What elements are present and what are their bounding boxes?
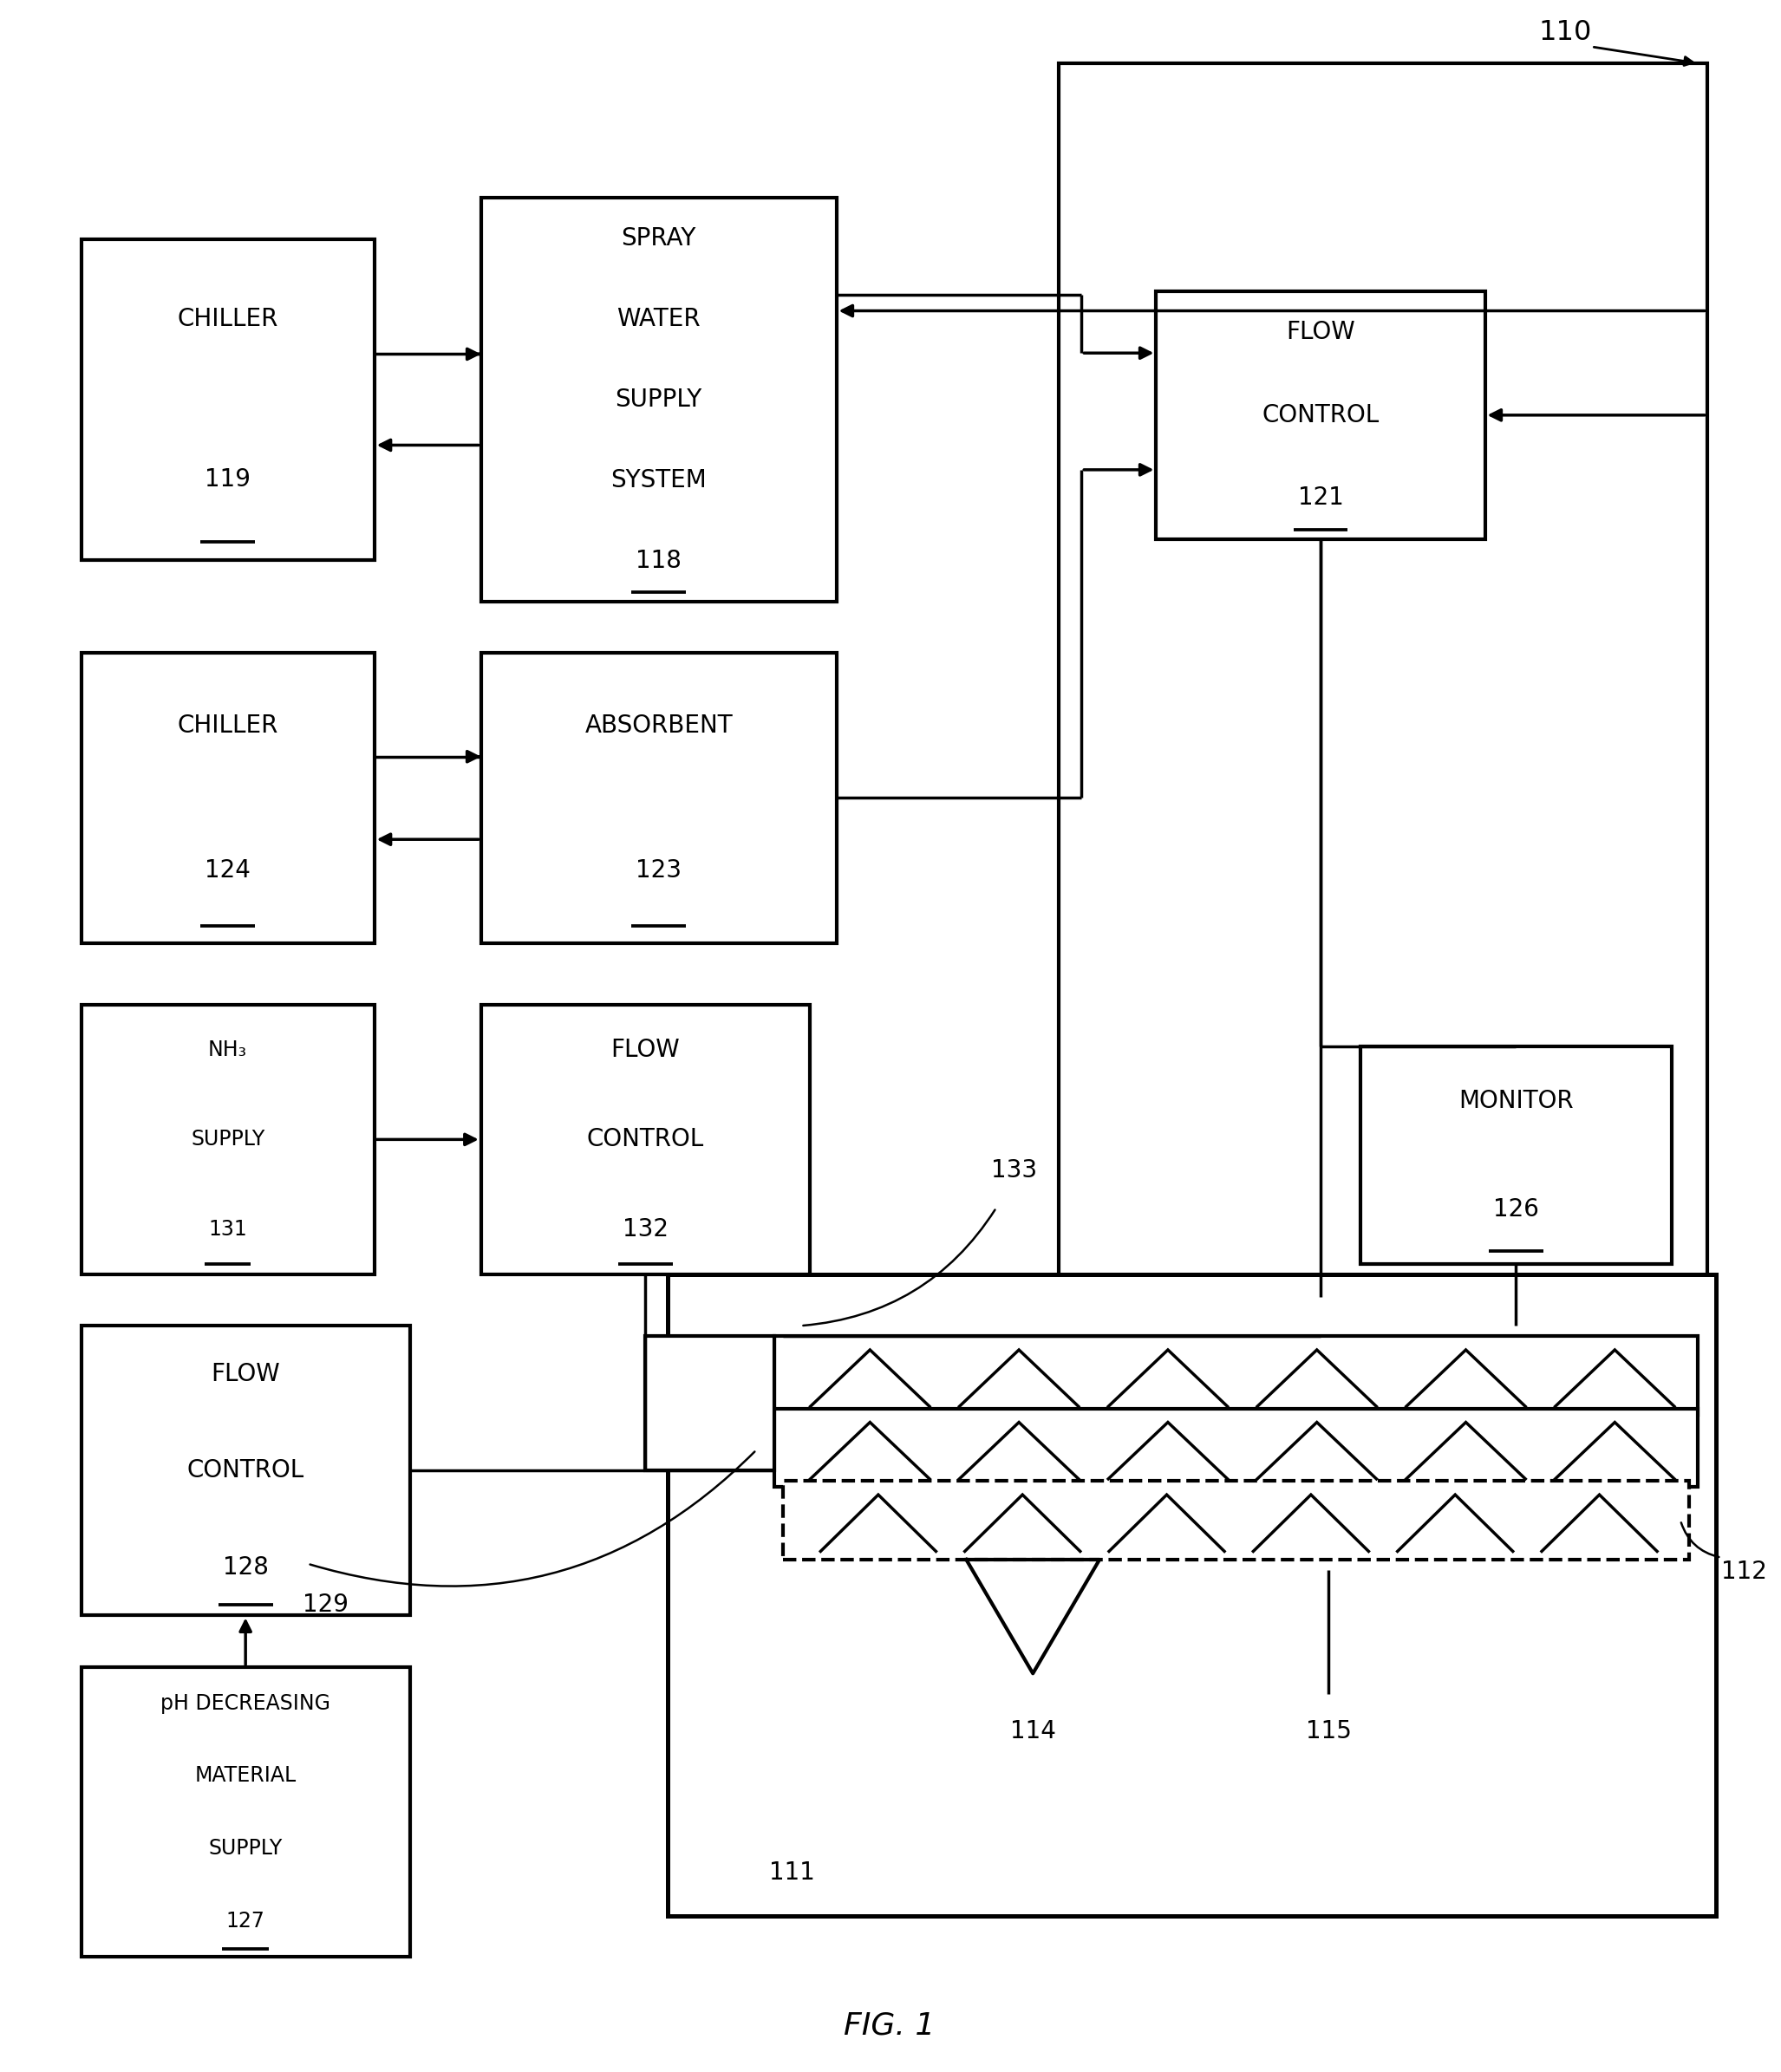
Bar	[82, 238, 374, 559]
Text: 129: 129	[303, 1593, 349, 1618]
Bar	[481, 1005, 810, 1274]
Text: 126: 126	[1492, 1198, 1539, 1222]
Text: pH DECREASING: pH DECREASING	[160, 1693, 331, 1714]
Text: 133: 133	[990, 1158, 1037, 1183]
Bar	[1361, 1046, 1672, 1264]
Bar	[1156, 290, 1485, 539]
Text: FLOW: FLOW	[210, 1361, 280, 1386]
Text: MATERIAL: MATERIAL	[194, 1765, 296, 1786]
Text: SYSTEM: SYSTEM	[611, 468, 707, 493]
Text: NH₃: NH₃	[208, 1040, 248, 1061]
Text: 119: 119	[205, 468, 251, 491]
Text: CHILLER: CHILLER	[178, 713, 278, 738]
Text: CONTROL: CONTROL	[187, 1459, 305, 1484]
Bar	[481, 197, 837, 601]
Text: FLOW: FLOW	[611, 1038, 680, 1063]
Bar	[775, 1336, 1697, 1415]
Text: SUPPLY: SUPPLY	[208, 1838, 283, 1859]
Bar	[481, 653, 837, 943]
Text: 124: 124	[205, 858, 251, 883]
Bar	[645, 1336, 775, 1471]
Text: FLOW: FLOW	[1286, 321, 1355, 344]
Bar	[82, 1326, 410, 1616]
Text: 115: 115	[1305, 1720, 1352, 1743]
Text: 118: 118	[636, 549, 682, 574]
Text: CHILLER: CHILLER	[178, 307, 278, 332]
Text: 132: 132	[622, 1216, 668, 1241]
Text: SUPPLY: SUPPLY	[191, 1129, 265, 1150]
Bar	[668, 1274, 1715, 1917]
Text: CONTROL: CONTROL	[1263, 402, 1378, 427]
Text: 112: 112	[1720, 1560, 1767, 1585]
Text: SPRAY: SPRAY	[622, 226, 696, 251]
Text: MONITOR: MONITOR	[1459, 1088, 1574, 1113]
Bar	[82, 1005, 374, 1274]
Text: 110: 110	[1539, 19, 1592, 46]
Bar	[1058, 64, 1706, 1917]
Bar	[82, 653, 374, 943]
Text: 121: 121	[1298, 485, 1343, 510]
Bar	[82, 1668, 410, 1956]
Text: ABSORBENT: ABSORBENT	[584, 713, 732, 738]
Text: FIG. 1: FIG. 1	[844, 2010, 935, 2041]
Text: WATER: WATER	[616, 307, 700, 332]
Text: SUPPLY: SUPPLY	[614, 387, 702, 412]
Text: CONTROL: CONTROL	[586, 1127, 703, 1152]
Text: 128: 128	[223, 1556, 269, 1579]
Bar	[775, 1409, 1697, 1488]
Text: 111: 111	[769, 1861, 816, 1886]
Text: 127: 127	[226, 1910, 265, 1931]
Text: 131: 131	[208, 1218, 248, 1239]
Bar	[784, 1481, 1688, 1560]
Text: 123: 123	[636, 858, 682, 883]
Text: 114: 114	[1010, 1720, 1056, 1743]
